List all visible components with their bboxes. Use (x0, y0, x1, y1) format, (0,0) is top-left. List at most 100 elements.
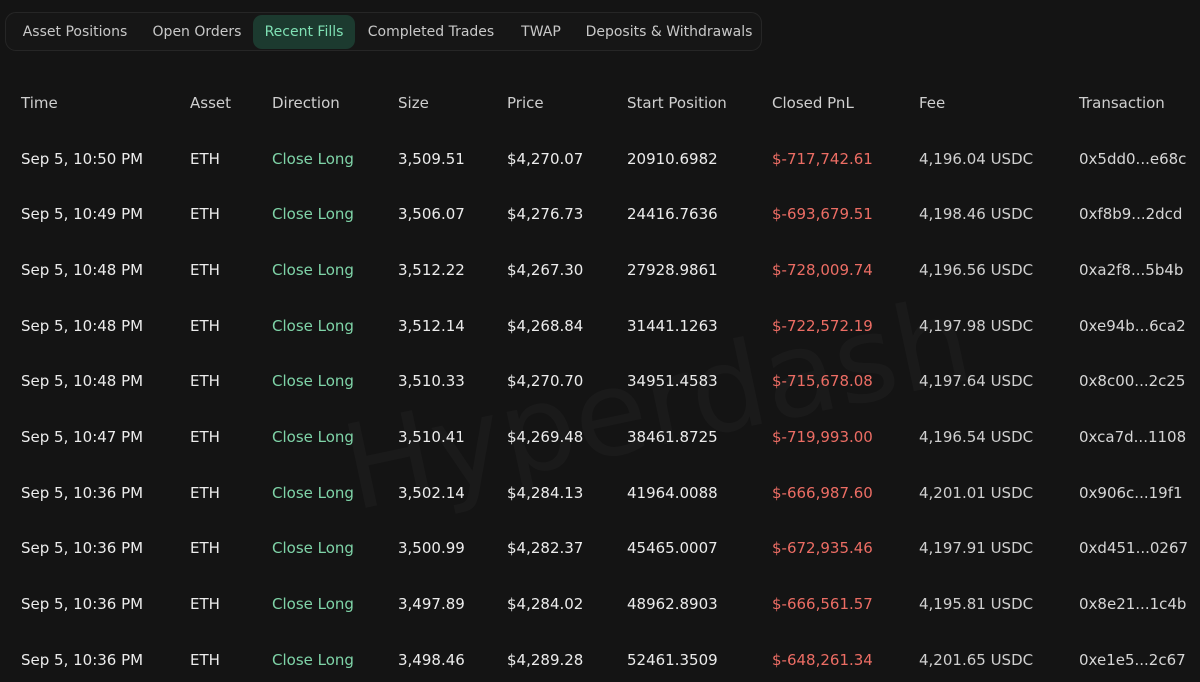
cell-price: $4,269.48 (507, 428, 584, 446)
cell-start-position: 48962.8903 (627, 595, 718, 613)
cell-size: 3,512.22 (398, 261, 465, 279)
cell-transaction-link[interactable]: 0xa2f8...5b4b (1079, 261, 1184, 279)
cell-price: $4,267.30 (507, 261, 584, 279)
cell-price: $4,276.73 (507, 205, 584, 223)
cell-closed-pnl: $-728,009.74 (772, 261, 873, 279)
cell-time: Sep 5, 10:36 PM (21, 539, 144, 557)
cell-asset[interactable]: ETH (190, 539, 220, 557)
header-start-position[interactable]: Start Position (627, 94, 727, 112)
cell-asset[interactable]: ETH (190, 651, 220, 669)
cell-asset[interactable]: ETH (190, 595, 220, 613)
cell-asset[interactable]: ETH (190, 372, 220, 390)
tab-open-orders[interactable]: Open Orders (152, 24, 242, 40)
cell-transaction-link[interactable]: 0xf8b9...2dcd (1079, 205, 1183, 223)
table-row: Sep 5, 10:50 PM ETH Close Long 3,509.51 … (0, 144, 1200, 174)
header-closed-pnl[interactable]: Closed PnL (772, 94, 854, 112)
cell-price: $4,289.28 (507, 651, 584, 669)
cell-direction: Close Long (272, 428, 354, 446)
cell-size: 3,502.14 (398, 484, 465, 502)
table-row: Sep 5, 10:36 PM ETH Close Long 3,502.14 … (0, 478, 1200, 508)
cell-transaction-link[interactable]: 0xd451...0267 (1079, 539, 1189, 557)
cell-start-position: 45465.0007 (627, 539, 718, 557)
cell-transaction-link[interactable]: 0xe1e5...2c67 (1079, 651, 1186, 669)
cell-direction: Close Long (272, 651, 354, 669)
header-time[interactable]: Time (21, 94, 58, 112)
cell-closed-pnl: $-693,679.51 (772, 205, 873, 223)
cell-closed-pnl: $-715,678.08 (772, 372, 873, 390)
cell-price: $4,282.37 (507, 539, 584, 557)
header-direction[interactable]: Direction (272, 94, 340, 112)
cell-start-position: 41964.0088 (627, 484, 718, 502)
cell-direction: Close Long (272, 317, 354, 335)
tab-completed-trades[interactable]: Completed Trades (367, 24, 495, 40)
cell-time: Sep 5, 10:47 PM (21, 428, 144, 446)
cell-time: Sep 5, 10:48 PM (21, 317, 144, 335)
tab-recent-fills[interactable]: Recent Fills (253, 15, 355, 49)
cell-size: 3,506.07 (398, 205, 465, 223)
table-row: Sep 5, 10:48 PM ETH Close Long 3,512.14 … (0, 311, 1200, 341)
cell-size: 3,498.46 (398, 651, 465, 669)
cell-fee: 4,201.01 USDC (919, 484, 1034, 502)
cell-asset[interactable]: ETH (190, 484, 220, 502)
cell-transaction-link[interactable]: 0xe94b...6ca2 (1079, 317, 1186, 335)
cell-price: $4,284.02 (507, 595, 584, 613)
tab-twap[interactable]: TWAP (521, 24, 561, 40)
header-price[interactable]: Price (507, 94, 544, 112)
cell-transaction-link[interactable]: 0x5dd0...e68c (1079, 150, 1187, 168)
cell-size: 3,500.99 (398, 539, 465, 557)
table-header: Time Asset Direction Size Price Start Po… (0, 88, 1200, 118)
cell-price: $4,284.13 (507, 484, 584, 502)
cell-start-position: 24416.7636 (627, 205, 718, 223)
cell-closed-pnl: $-666,561.57 (772, 595, 873, 613)
table-row: Sep 5, 10:36 PM ETH Close Long 3,500.99 … (0, 533, 1200, 563)
cell-transaction-link[interactable]: 0x8c00...2c25 (1079, 372, 1186, 390)
cell-asset[interactable]: ETH (190, 428, 220, 446)
tab-deposits-withdrawals[interactable]: Deposits & Withdrawals (585, 24, 753, 40)
cell-start-position: 31441.1263 (627, 317, 718, 335)
tab-asset-positions[interactable]: Asset Positions (22, 24, 128, 40)
cell-fee: 4,198.46 USDC (919, 205, 1034, 223)
cell-closed-pnl: $-648,261.34 (772, 651, 873, 669)
tab-bar: Asset Positions Open Orders Recent Fills… (5, 12, 762, 51)
cell-price: $4,268.84 (507, 317, 584, 335)
cell-time: Sep 5, 10:50 PM (21, 150, 144, 168)
cell-direction: Close Long (272, 372, 354, 390)
cell-price: $4,270.70 (507, 372, 584, 390)
cell-fee: 4,197.64 USDC (919, 372, 1034, 390)
cell-closed-pnl: $-719,993.00 (772, 428, 873, 446)
cell-time: Sep 5, 10:48 PM (21, 372, 144, 390)
cell-price: $4,270.07 (507, 150, 584, 168)
cell-size: 3,509.51 (398, 150, 465, 168)
cell-direction: Close Long (272, 484, 354, 502)
cell-start-position: 20910.6982 (627, 150, 718, 168)
cell-size: 3,510.41 (398, 428, 465, 446)
cell-transaction-link[interactable]: 0xca7d...1108 (1079, 428, 1187, 446)
header-transaction[interactable]: Transaction (1079, 94, 1165, 112)
cell-asset[interactable]: ETH (190, 317, 220, 335)
cell-start-position: 52461.3509 (627, 651, 718, 669)
header-asset[interactable]: Asset (190, 94, 232, 112)
table-row: Sep 5, 10:48 PM ETH Close Long 3,510.33 … (0, 366, 1200, 396)
cell-start-position: 38461.8725 (627, 428, 718, 446)
cell-direction: Close Long (272, 539, 354, 557)
cell-closed-pnl: $-722,572.19 (772, 317, 873, 335)
header-fee[interactable]: Fee (919, 94, 946, 112)
cell-asset[interactable]: ETH (190, 261, 220, 279)
cell-time: Sep 5, 10:49 PM (21, 205, 144, 223)
cell-closed-pnl: $-672,935.46 (772, 539, 873, 557)
cell-asset[interactable]: ETH (190, 150, 220, 168)
cell-direction: Close Long (272, 150, 354, 168)
cell-asset[interactable]: ETH (190, 205, 220, 223)
cell-size: 3,512.14 (398, 317, 465, 335)
cell-fee: 4,197.91 USDC (919, 539, 1034, 557)
cell-fee: 4,196.54 USDC (919, 428, 1034, 446)
cell-transaction-link[interactable]: 0x8e21...1c4b (1079, 595, 1187, 613)
cell-time: Sep 5, 10:36 PM (21, 651, 144, 669)
cell-time: Sep 5, 10:48 PM (21, 261, 144, 279)
cell-transaction-link[interactable]: 0x906c...19f1 (1079, 484, 1183, 502)
cell-closed-pnl: $-717,742.61 (772, 150, 873, 168)
header-size[interactable]: Size (398, 94, 429, 112)
cell-direction: Close Long (272, 595, 354, 613)
cell-fee: 4,196.56 USDC (919, 261, 1034, 279)
